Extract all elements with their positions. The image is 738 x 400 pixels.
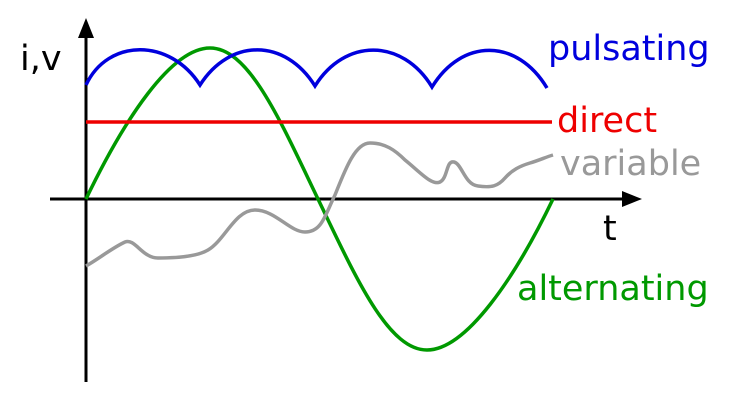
x-axis-arrow (622, 191, 642, 207)
pulsating-curve (84, 48, 549, 91)
alternating-curve (84, 46, 555, 352)
variable-label: variable (560, 144, 701, 184)
y-axis-arrow (78, 18, 94, 38)
variable-curve (85, 141, 554, 268)
pulsating-label: pulsating (548, 29, 710, 69)
y-axis-label: i,v (20, 39, 62, 79)
direct-label: direct (557, 101, 657, 141)
x-axis-label: t (603, 209, 617, 249)
alternating-label: alternating (517, 269, 709, 309)
